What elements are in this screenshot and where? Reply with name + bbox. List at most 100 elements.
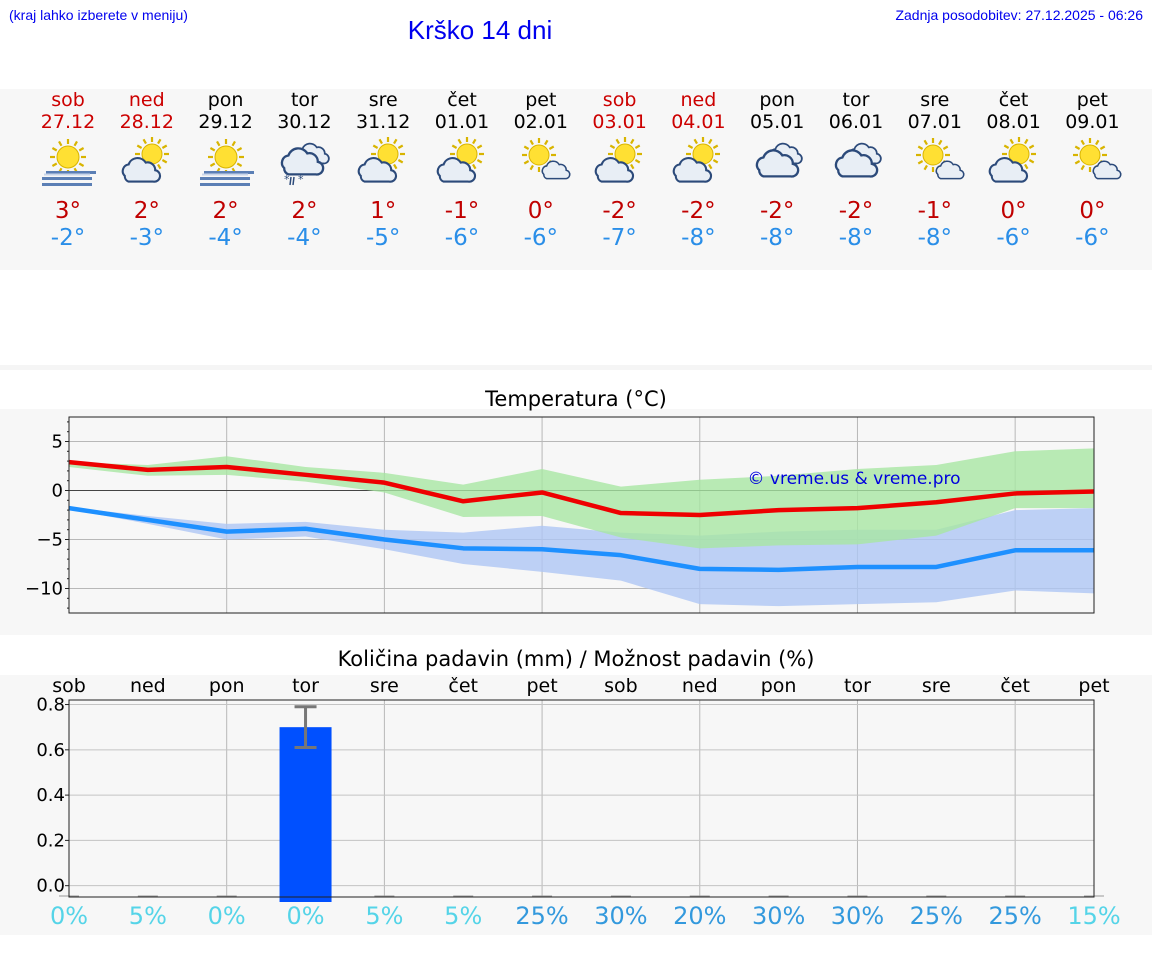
min-temperature: -8° [917,225,953,251]
precipitation-probability: 5% [365,902,404,930]
max-temperature-range-band [69,448,1094,549]
sun-cloud-icon [578,133,662,199]
y-tick-label: 0.0 [36,876,65,897]
category-label: sob [604,675,638,697]
precipitation-bar [279,727,332,902]
day-date: 29.12 [198,111,253,133]
day-name: čet [998,89,1029,111]
max-temperature: 1° [370,198,397,224]
max-temperature: 2° [212,198,239,224]
min-temperature: -4° [208,225,243,251]
cloudy-icon [735,133,819,199]
y-tick-label: 0 [52,481,63,502]
y-tick-label: 0.4 [36,785,65,806]
max-temperature: -2° [681,198,716,224]
min-temperature: -2° [50,225,86,251]
day-name: pon [207,89,244,111]
precipitation-probability: 25% [515,902,569,930]
day-column: ned 04.01 -2° -8° [656,89,740,252]
min-temperature: -6° [1075,225,1110,251]
svg-text:*: * [298,173,304,186]
day-date: 08.01 [986,111,1041,133]
category-label: tor [292,675,319,697]
temperature-chart: 5 0 −5 −10 © vreme.us & vreme.pro [25,416,1095,614]
page-title: Krško 14 dni [407,15,553,45]
day-column: pon 05.01 -2° -8° [735,89,819,252]
sun-cloud-icon [420,133,504,199]
day-column: tor 30.12 * * 2° -4° [262,89,346,252]
category-label: pon [761,675,797,697]
min-temperature: -3° [129,225,165,251]
min-temperature: -8° [838,225,874,251]
plot-frame [68,699,1095,898]
plot-frame [68,416,1095,614]
day-column: pet 09.01 0° -6° [1050,89,1134,252]
day-date: 03.01 [592,111,647,133]
day-name: pet [1076,89,1108,111]
max-temperature: 2° [133,198,160,224]
day-date: 01.01 [434,111,490,133]
watermark: © vreme.us & vreme.pro [747,469,960,489]
category-label: čet [448,675,478,697]
day-column: pet 02.01 0° -6° [499,89,583,252]
max-temperature: -1° [444,198,480,224]
category-label: pon [209,675,245,697]
category-label: sre [922,675,951,697]
precipitation-probability: 20% [673,902,727,930]
y-tick-label: −5 [36,530,63,551]
precipitation-probability: 25% [909,902,963,930]
svg-text:*: * [284,173,290,186]
y-tick-label: 0.2 [36,830,65,851]
max-temperature: -2° [838,198,874,224]
day-name: sre [368,89,398,111]
location-hint: (kraj lahko izberete v meniju) [9,7,188,23]
sun-cloud-icon [972,133,1056,199]
category-label: ned [130,675,166,697]
sun-cloud-icon [105,133,189,199]
day-date: 28.12 [119,111,174,133]
day-name: pon [759,89,796,111]
day-column: sob 03.01 -2° -7° [578,89,662,252]
precipitation-probability: 30% [751,902,806,930]
precipitation-probability: 30% [594,902,648,930]
category-label: tor [844,675,871,697]
category-label: čet [1000,675,1030,697]
day-date: 30.12 [277,111,332,133]
cloudy-icon [814,133,898,199]
category-label: pet [1078,675,1109,697]
min-temperature: -8° [681,225,716,251]
day-column: čet 08.01 0° -6° [972,89,1056,252]
day-date: 04.01 [671,111,726,133]
day-date: 09.01 [1065,111,1120,133]
min-temperature-line [68,505,1094,573]
day-name: tor [842,89,870,111]
day-name: sob [51,89,85,111]
max-temperature: -2° [602,198,637,224]
section-divider [0,365,1152,370]
precipitation-chart-title: Količina padavin (mm) / Možnost padavin … [337,647,815,671]
max-temperature: 2° [291,198,318,224]
day-name: sob [602,89,637,111]
min-temperature: -5° [365,225,401,251]
max-temperature: 0° [527,198,554,224]
y-tick-label: 5 [52,432,63,453]
y-tick-label: −10 [25,579,63,600]
precipitation-probability: 5% [444,902,483,930]
min-temperature: -7° [602,225,637,251]
day-name: ned [680,89,717,111]
cloud-rain-snow-icon: * * [262,133,346,199]
sun-small-cloud-icon [499,133,583,199]
y-tick-label: 0.6 [36,740,65,761]
daily-forecast-panel [0,89,1152,270]
category-label: sob [52,675,86,697]
precipitation-probability: 0% [207,902,246,930]
min-temperature: -4° [287,225,322,251]
max-temperature: -2° [759,198,795,224]
day-name: čet [447,89,477,111]
sun-small-cloud-icon [1050,133,1134,199]
precipitation-probability: 0% [286,902,325,930]
precipitation-probability: 5% [128,902,167,930]
y-tick-label: 0.8 [36,695,65,716]
precipitation-probability: 30% [830,902,885,930]
precipitation-probability: 0% [49,902,89,930]
